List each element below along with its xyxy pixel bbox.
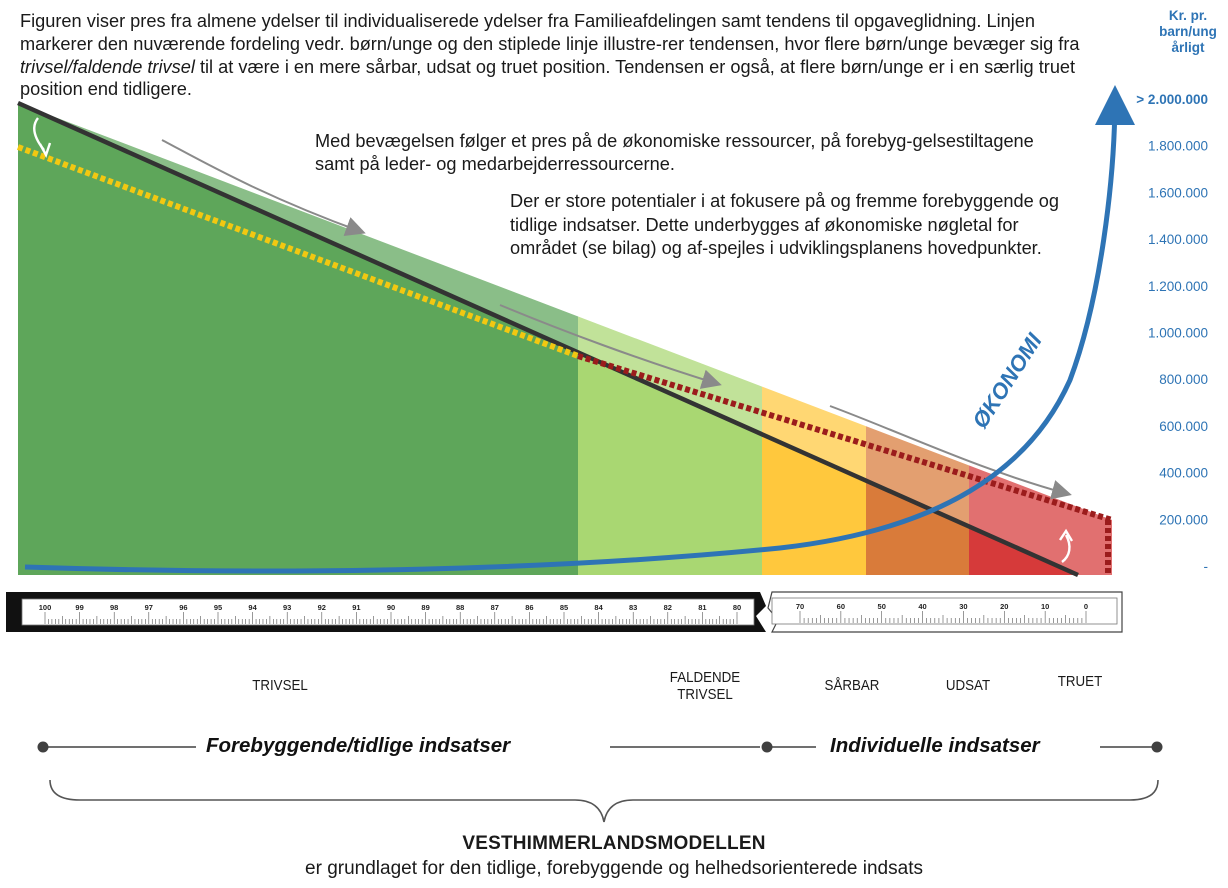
ruler-label: 84 xyxy=(594,603,603,612)
phase-line xyxy=(37,741,1163,753)
pressure-text: Med bevægelsen følger et pres på de økon… xyxy=(315,131,1034,174)
ruler-label: 93 xyxy=(283,603,291,612)
axis-tick-label: 200.000 xyxy=(1159,512,1208,527)
ruler-label: 0 xyxy=(1084,602,1088,611)
stage-label-udsat: UDSAT xyxy=(945,678,991,694)
axis-tick-label: > 2.000.000 xyxy=(1136,92,1208,107)
pressure-arrow-1 xyxy=(161,139,366,236)
stage-label-trivsel: TRIVSEL xyxy=(252,678,308,694)
axis-tick-label: 400.000 xyxy=(1159,466,1208,481)
economy-curve xyxy=(24,85,1135,574)
axis-title: Kr. pr. barn/ung årligt xyxy=(1159,8,1217,55)
ruler-label: 88 xyxy=(456,603,464,612)
ruler-label: 86 xyxy=(525,603,533,612)
ruler-label: 99 xyxy=(75,603,83,612)
stage-label-saarbar: SÅRBAR xyxy=(824,678,880,694)
ruler-label: 60 xyxy=(837,602,845,611)
stage-label-faldende-trivsel: FALDENDE TRIVSEL xyxy=(669,670,741,703)
ruler-label: 96 xyxy=(179,603,187,612)
ruler-label: 40 xyxy=(918,602,926,611)
ruler-label: 85 xyxy=(560,603,568,612)
phase-individual: Individuelle indsatser xyxy=(830,734,1040,757)
ruler-label: 89 xyxy=(421,603,429,612)
potential-text: Der er store potentialer i at fokusere p… xyxy=(510,191,1059,258)
ruler-label: 100 xyxy=(39,603,52,612)
model-title: VESTHIMMERLANDSMODELLEN xyxy=(462,833,766,854)
current-line xyxy=(17,100,1079,578)
ruler-label: 70 xyxy=(796,602,804,611)
ruler-label: 50 xyxy=(878,602,886,611)
stage-label-truet: TRUET xyxy=(1057,674,1103,690)
ruler-label: 94 xyxy=(248,603,257,612)
ruler-label: 80 xyxy=(733,603,741,612)
pressure-arrow-2 xyxy=(499,304,722,389)
axis-tick-label: - xyxy=(1204,559,1209,574)
phase-preventive: Forebyggende/tidlige indsatser xyxy=(206,734,511,757)
ruler-label: 91 xyxy=(352,603,360,612)
ruler-label: 98 xyxy=(110,603,118,612)
ruler-label: 97 xyxy=(145,603,153,612)
axis-tick-label: 1.600.000 xyxy=(1148,185,1208,200)
pressure-arrow-3 xyxy=(829,405,1072,500)
cost-axis: > 2.000.000 1.800.000 1.600.000 1.400.000 1.… xyxy=(1136,92,1208,574)
ruler-label: 92 xyxy=(318,603,326,612)
ruler-label: 30 xyxy=(959,602,967,611)
axis-tick-label: 800.000 xyxy=(1159,372,1208,387)
ruler-label: 81 xyxy=(698,603,706,612)
ruler-label: 82 xyxy=(664,603,672,612)
ruler-label: 95 xyxy=(214,603,222,612)
axis-tick-label: 1.800.000 xyxy=(1148,139,1208,154)
axis-tick-label: 600.000 xyxy=(1159,419,1208,434)
axis-tick-label: 1.200.000 xyxy=(1148,279,1208,294)
ruler-label: 90 xyxy=(387,603,395,612)
ruler-label: 83 xyxy=(629,603,637,612)
ruler-label: 10 xyxy=(1041,602,1049,611)
axis-tick-label: 1.000.000 xyxy=(1148,326,1208,341)
economy-label: ØKONOMI xyxy=(967,328,1047,433)
tendency-line-red xyxy=(577,353,1113,523)
ruler-label: 20 xyxy=(1000,602,1008,611)
ruler-label: 87 xyxy=(491,603,499,612)
model-brace xyxy=(49,779,1159,823)
axis-tick-label: 1.400.000 xyxy=(1148,232,1208,247)
age-ruler: 100 99 98 97 96 95 94 93 92 91 90 89 88 87 86 85 84 83 82 8… xyxy=(6,591,1123,633)
shift-arrow-right xyxy=(1061,534,1071,563)
tendency-line-yellow xyxy=(16,144,580,359)
model-subtitle: er grundlaget for den tidlige, forebygge… xyxy=(305,858,923,879)
intro-text: Figuren viser pres fra almene ydelser ti… xyxy=(20,11,1080,100)
